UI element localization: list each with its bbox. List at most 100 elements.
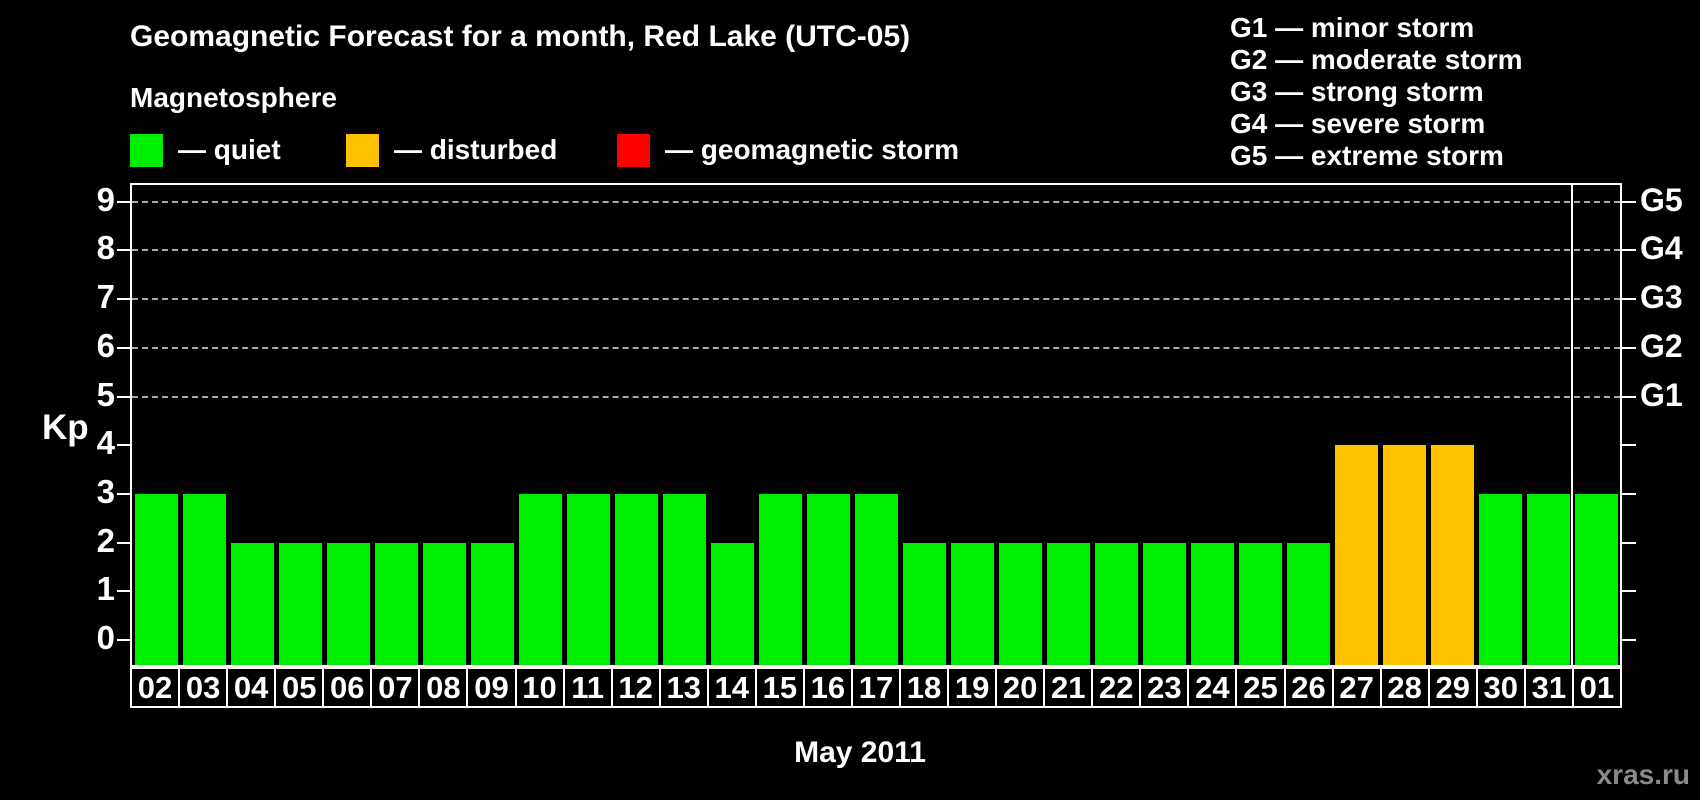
x-axis-title: May 2011	[794, 736, 926, 769]
day-label-cell: 31	[1523, 669, 1572, 706]
bar-day-28	[1382, 445, 1426, 665]
day-label-cell: 24	[1187, 669, 1235, 706]
bar-day-10	[518, 493, 562, 665]
y-axis-tick-right	[1620, 298, 1636, 301]
g-legend-item-g2: G2 — moderate storm	[1230, 44, 1523, 75]
y-axis-label-9: 9	[96, 180, 115, 218]
bar-day-07	[374, 542, 418, 665]
y-axis-tick-left	[117, 639, 130, 641]
legend-item-quiet: — quiet	[130, 133, 281, 167]
bar-day-11	[566, 493, 610, 665]
bar-day-05	[278, 542, 322, 665]
day-label-cell: 27	[1331, 669, 1380, 706]
g-axis-label-g3: G3	[1640, 279, 1683, 316]
watermark: xras.ru	[1596, 759, 1690, 790]
g-legend-item-g1: G1 — minor storm	[1230, 12, 1475, 43]
legend-label-storm: — geomagnetic storm	[665, 134, 960, 165]
y-axis-tick-left	[117, 590, 130, 593]
y-axis-tick-left	[117, 444, 130, 447]
g-legend-item-g3: G3 — strong storm	[1230, 76, 1484, 107]
day-label-cell: 09	[466, 669, 514, 706]
bar-day-09	[470, 542, 514, 665]
day-label-cell: 08	[418, 669, 466, 706]
legend-label-quiet: — quiet	[178, 134, 281, 165]
y-axis-label-0: 0	[96, 619, 115, 656]
bar-day-21	[1046, 542, 1090, 665]
day-label-cell: 19	[947, 669, 995, 706]
day-label-cell: 10	[514, 669, 563, 706]
day-label-cell: 12	[610, 669, 659, 706]
gridline-g5	[132, 200, 1620, 203]
bar-day-08	[422, 542, 466, 665]
gridline-g3	[132, 298, 1620, 301]
bar-day-24	[1190, 542, 1234, 665]
y-axis-tick-right	[1620, 639, 1636, 641]
storm-color-swatch	[617, 133, 650, 167]
y-axis-tick-right	[1620, 249, 1636, 252]
day-label-cell: 05	[274, 669, 322, 706]
page-title: Geomagnetic Forecast for a month, Red La…	[130, 20, 911, 53]
plot-area	[130, 183, 1622, 667]
day-label-cell: 01	[1571, 669, 1620, 706]
bar-day-12	[614, 493, 658, 665]
day-label-cell: 13	[658, 669, 707, 706]
bar-day-23	[1142, 542, 1186, 665]
day-label-cell: 21	[1043, 669, 1091, 706]
gridline-g4	[132, 249, 1620, 252]
day-label-cell: 25	[1235, 669, 1283, 706]
day-label-cell: 14	[706, 669, 755, 706]
gridline-g2	[132, 346, 1620, 349]
legend-label-disturbed: — disturbed	[394, 134, 558, 165]
y-axis-tick-right	[1620, 590, 1636, 593]
g-axis-label-g4: G4	[1640, 230, 1683, 267]
day-label-cell: 07	[370, 669, 418, 706]
y-axis-tick-left	[117, 200, 130, 203]
day-label-cell: 03	[178, 669, 226, 706]
y-axis-tick-right	[1620, 541, 1636, 544]
day-label-cell: 18	[899, 669, 947, 706]
day-label-cell: 28	[1379, 669, 1428, 706]
bar-day-01	[1574, 493, 1618, 665]
day-label-cell: 22	[1091, 669, 1139, 706]
y-axis-tick-left	[117, 492, 130, 495]
g-legend-item-g4: G4 — severe storm	[1230, 108, 1486, 139]
y-axis-label-1: 1	[96, 570, 115, 608]
y-axis-label-7: 7	[96, 278, 115, 316]
day-label-cell: 16	[802, 669, 851, 706]
y-axis-tick-right	[1620, 492, 1636, 495]
day-label-cell: 23	[1139, 669, 1187, 706]
day-label-cell: 11	[562, 669, 611, 706]
y-axis-tick-left	[117, 395, 130, 398]
day-label-cell: 15	[754, 669, 803, 706]
y-axis-tick-left	[117, 541, 130, 544]
y-axis-title: Kp	[42, 408, 89, 447]
magnetosphere-label: Magnetosphere	[130, 82, 337, 113]
day-label-cell: 26	[1283, 669, 1332, 706]
bar-day-04	[230, 542, 274, 665]
bar-day-19	[950, 542, 994, 665]
bar-day-02	[134, 493, 178, 665]
month-separator-line	[1571, 185, 1573, 665]
bar-day-15	[758, 493, 802, 665]
y-axis-label-6: 6	[96, 326, 115, 364]
bar-day-20	[998, 542, 1042, 665]
bar-day-16	[806, 493, 850, 665]
legend-item-storm: — geomagnetic storm	[617, 133, 959, 167]
y-axis-tick-left	[117, 346, 130, 349]
y-axis-tick-left	[117, 249, 130, 252]
day-label-cell: 02	[137, 669, 173, 705]
g-scale-legend: G1 — minor storm G2 — moderate storm G3 …	[1230, 12, 1523, 172]
day-label-cell: 06	[322, 669, 370, 706]
g-legend-item-g5: G5 — extreme storm	[1230, 140, 1504, 171]
y-axis-tick-right	[1620, 444, 1636, 447]
bar-day-25	[1238, 542, 1282, 665]
bar-day-29	[1430, 445, 1474, 665]
y-axis-tick-right	[1620, 395, 1636, 398]
bar-day-14	[710, 542, 754, 665]
y-axis-tick-right	[1620, 346, 1636, 349]
day-label-cell: 17	[850, 669, 899, 706]
g-axis-label-g2: G2	[1640, 327, 1683, 364]
y-axis-label-2: 2	[96, 521, 115, 559]
bar-day-22	[1094, 542, 1138, 665]
